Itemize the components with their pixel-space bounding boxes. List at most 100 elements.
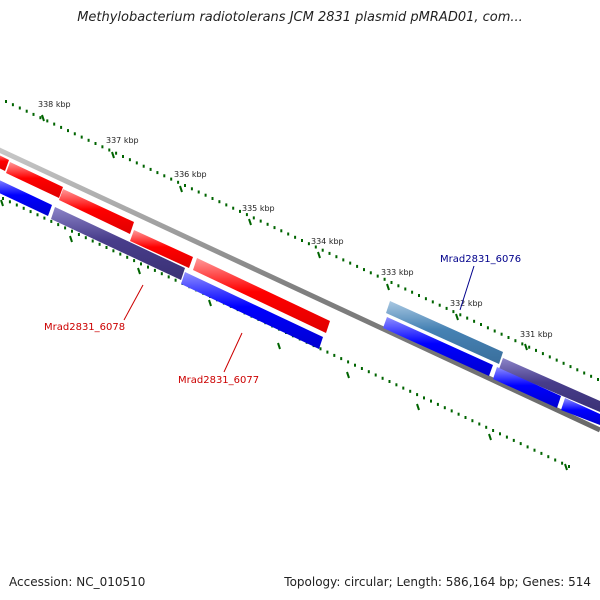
tick-dot (266, 222, 269, 226)
tick-dot (25, 109, 28, 113)
tick-dot (512, 438, 515, 442)
tick-dot (436, 402, 439, 406)
tick-dot (411, 290, 414, 294)
tick-dot (232, 206, 235, 210)
gene-arrow-reverse (51, 207, 185, 280)
tick-dot (98, 242, 101, 246)
tick-dot (301, 239, 303, 242)
tick-dot (5, 100, 7, 103)
genome-summary-text: Topology: circular; Length: 586,164 bp; … (284, 575, 591, 589)
kbp-tick-mark (111, 151, 115, 159)
tick-dot (535, 348, 537, 352)
kbp-tick-mark (524, 343, 528, 351)
tick-dot (363, 268, 365, 272)
tick-dot (519, 442, 522, 446)
tick-dot (561, 461, 564, 465)
tick-dot (541, 352, 544, 356)
tick-dot (53, 122, 56, 126)
tick-dot (459, 313, 462, 317)
tick-dot (388, 380, 391, 383)
tick-dot (147, 265, 149, 269)
tick-dot (486, 326, 489, 330)
tick-dot (514, 339, 517, 343)
tick-dot (273, 226, 276, 230)
tick-dot (91, 239, 94, 243)
tick-dot (153, 268, 156, 272)
tick-dot (445, 306, 448, 310)
gene-arrow-forward (59, 189, 134, 234)
tick-dot (149, 167, 152, 171)
tick-dot (67, 129, 69, 133)
gene-arrow-reverse (386, 301, 503, 364)
tick-dot (321, 248, 324, 252)
tick-dot (340, 357, 343, 361)
tick-dot (452, 310, 455, 314)
tick-dot (328, 251, 331, 255)
tick-dot (540, 451, 543, 455)
tick-dot (333, 353, 336, 357)
tick-dot (480, 323, 482, 326)
gene-arrow-forward (130, 230, 193, 268)
tick-dot (493, 329, 496, 333)
inner-tick-marks (0, 197, 570, 471)
kbp-tick-mark (455, 313, 459, 321)
tick-dot (347, 360, 350, 364)
tick-dot (50, 219, 53, 223)
gene-arrow-reverse (493, 367, 561, 408)
reverse-strand-genes (0, 180, 600, 425)
minor-tick-mark (0, 199, 4, 207)
tick-dot (548, 355, 551, 359)
tick-dot (77, 233, 80, 236)
accession-text: Accession: NC_010510 (9, 575, 146, 589)
tick-dot (15, 203, 18, 207)
tick-dot (225, 203, 228, 207)
tick-dot (450, 409, 453, 413)
tick-dot (464, 416, 467, 419)
tick-dot (2, 197, 4, 200)
tick-dot (280, 229, 283, 233)
tick-dot (397, 284, 400, 288)
minor-tick-mark (69, 235, 73, 243)
tick-dot (46, 119, 49, 123)
backbone-line (0, 147, 600, 433)
tick-dot (583, 371, 586, 375)
minor-tick-mark (564, 463, 568, 471)
tick-dot (326, 350, 329, 354)
map-title: Methylobacterium radiotolerans JCM 2831 … (77, 10, 523, 25)
tick-dot (94, 142, 97, 145)
minor-tick-mark (488, 433, 492, 441)
tick-dot (457, 412, 460, 416)
tick-dot (252, 216, 255, 220)
gene-arrow-forward (193, 258, 330, 333)
minor-tick-mark (416, 403, 420, 411)
tick-dot (342, 258, 345, 262)
kbp-tick-label: 337 kbp (106, 136, 139, 145)
gene-arrow-reverse (499, 358, 600, 412)
tick-dot (126, 255, 129, 259)
tick-dot (499, 432, 501, 436)
tick-dot (424, 297, 427, 301)
tick-dot (108, 148, 111, 152)
tick-dot (29, 210, 32, 214)
tick-dot (204, 193, 207, 197)
tick-dot (239, 209, 241, 213)
tick-dot (383, 277, 386, 281)
tick-dot (349, 261, 352, 265)
kbp-tick-mark (179, 185, 183, 193)
tick-dot (57, 223, 60, 227)
tick-dot (473, 319, 476, 323)
tick-dot (478, 422, 481, 426)
tick-dot (590, 374, 593, 378)
tick-dot (135, 161, 138, 165)
tick-dot (287, 232, 290, 236)
tick-dot (360, 367, 363, 370)
tick-dot (190, 187, 193, 191)
kbp-tick-mark (248, 218, 252, 226)
forward-strand-genes (0, 155, 330, 333)
tick-dot (569, 365, 572, 369)
kbp-tick-mark (386, 283, 390, 291)
tick-dot (177, 180, 180, 184)
tick-dot (80, 135, 83, 139)
tick-dot (8, 200, 11, 204)
